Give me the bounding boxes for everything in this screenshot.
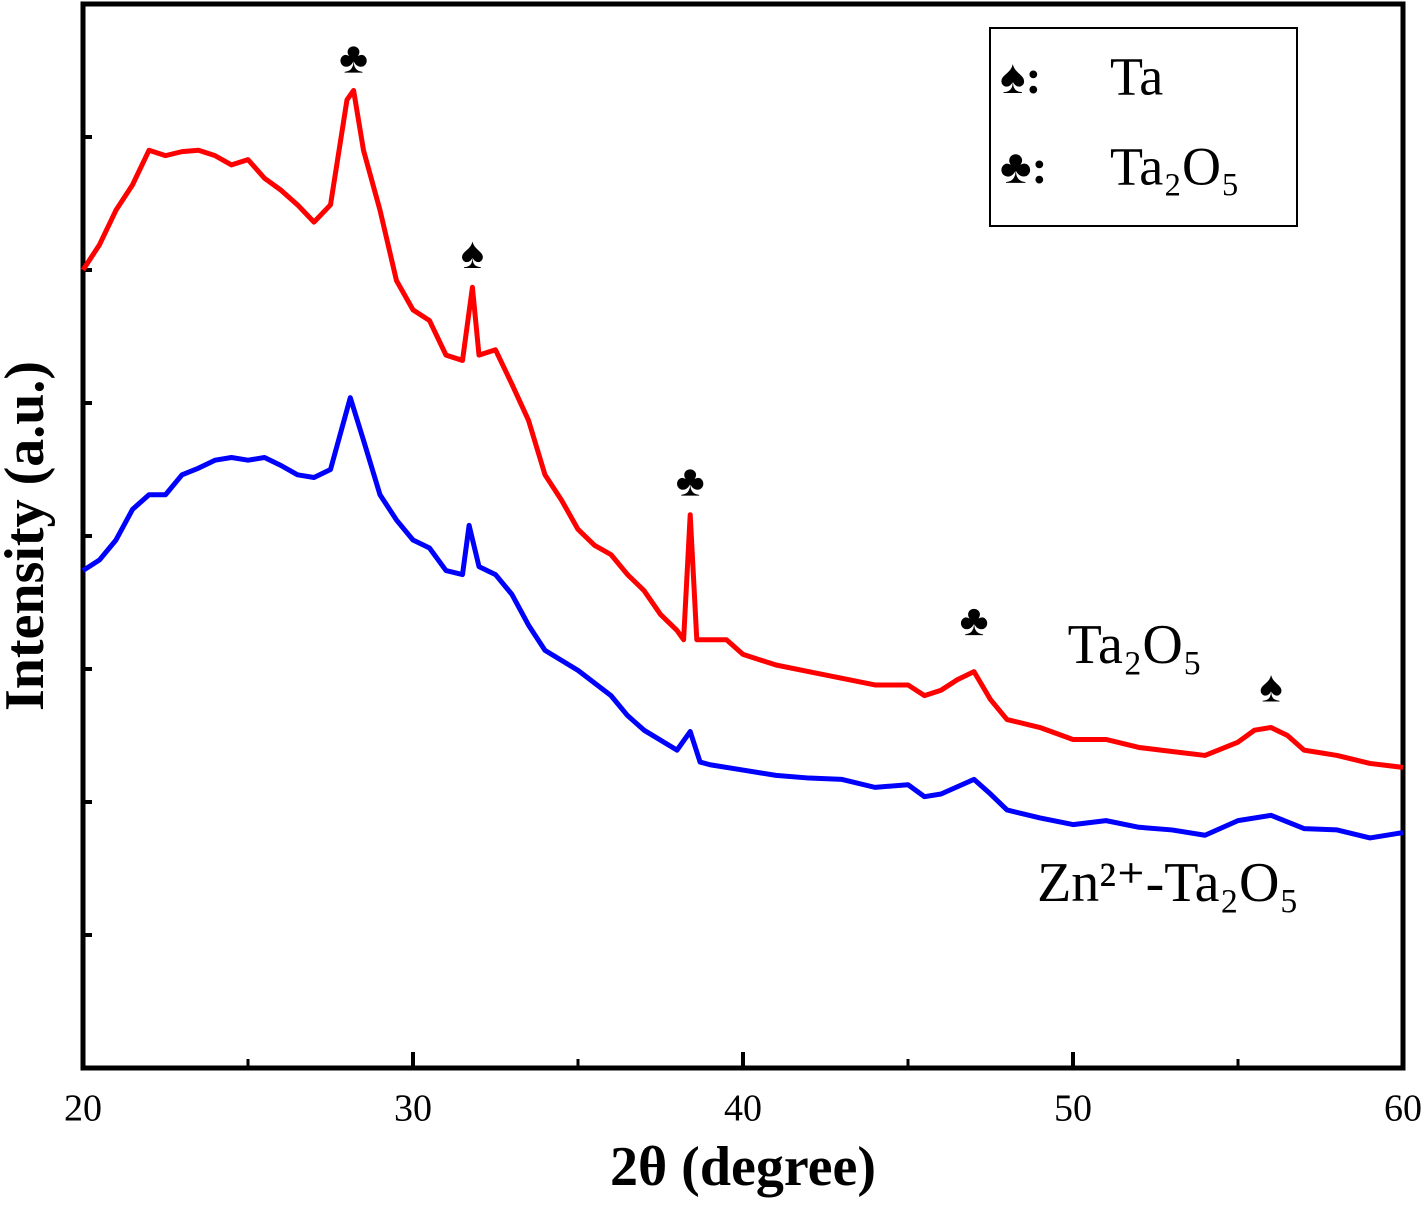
legend-marker: ♠: bbox=[1000, 51, 1041, 104]
data-line bbox=[81, 395, 1404, 841]
x-tick-label: 40 bbox=[724, 1088, 762, 1130]
x-tick-label: 50 bbox=[1054, 1088, 1092, 1130]
peak-marker: ♣ bbox=[676, 457, 705, 506]
series-label: Ta₂O₅ bbox=[1068, 614, 1203, 676]
legend-box bbox=[989, 27, 1298, 227]
peak-marker: ♣ bbox=[960, 596, 989, 645]
series-label: Zn²⁺-Ta₂O₅ bbox=[1037, 852, 1299, 914]
y-axis-label: Intensity (a.u.) bbox=[0, 361, 56, 711]
x-tick-label: 60 bbox=[1384, 1088, 1422, 1130]
legend-marker: ♣: bbox=[1000, 141, 1047, 194]
x-tick-label: 30 bbox=[394, 1088, 432, 1130]
legend-label: Ta₂O₅ bbox=[1110, 136, 1240, 196]
x-axis-label: 2θ (degree) bbox=[610, 1136, 876, 1198]
data-line bbox=[80, 87, 1404, 770]
legend-label: Ta bbox=[1110, 46, 1163, 106]
peak-marker: ♠ bbox=[1259, 663, 1282, 712]
x-tick-label: 20 bbox=[64, 1088, 102, 1130]
peak-marker: ♣ bbox=[339, 34, 368, 83]
peak-marker: ♠ bbox=[461, 229, 484, 278]
